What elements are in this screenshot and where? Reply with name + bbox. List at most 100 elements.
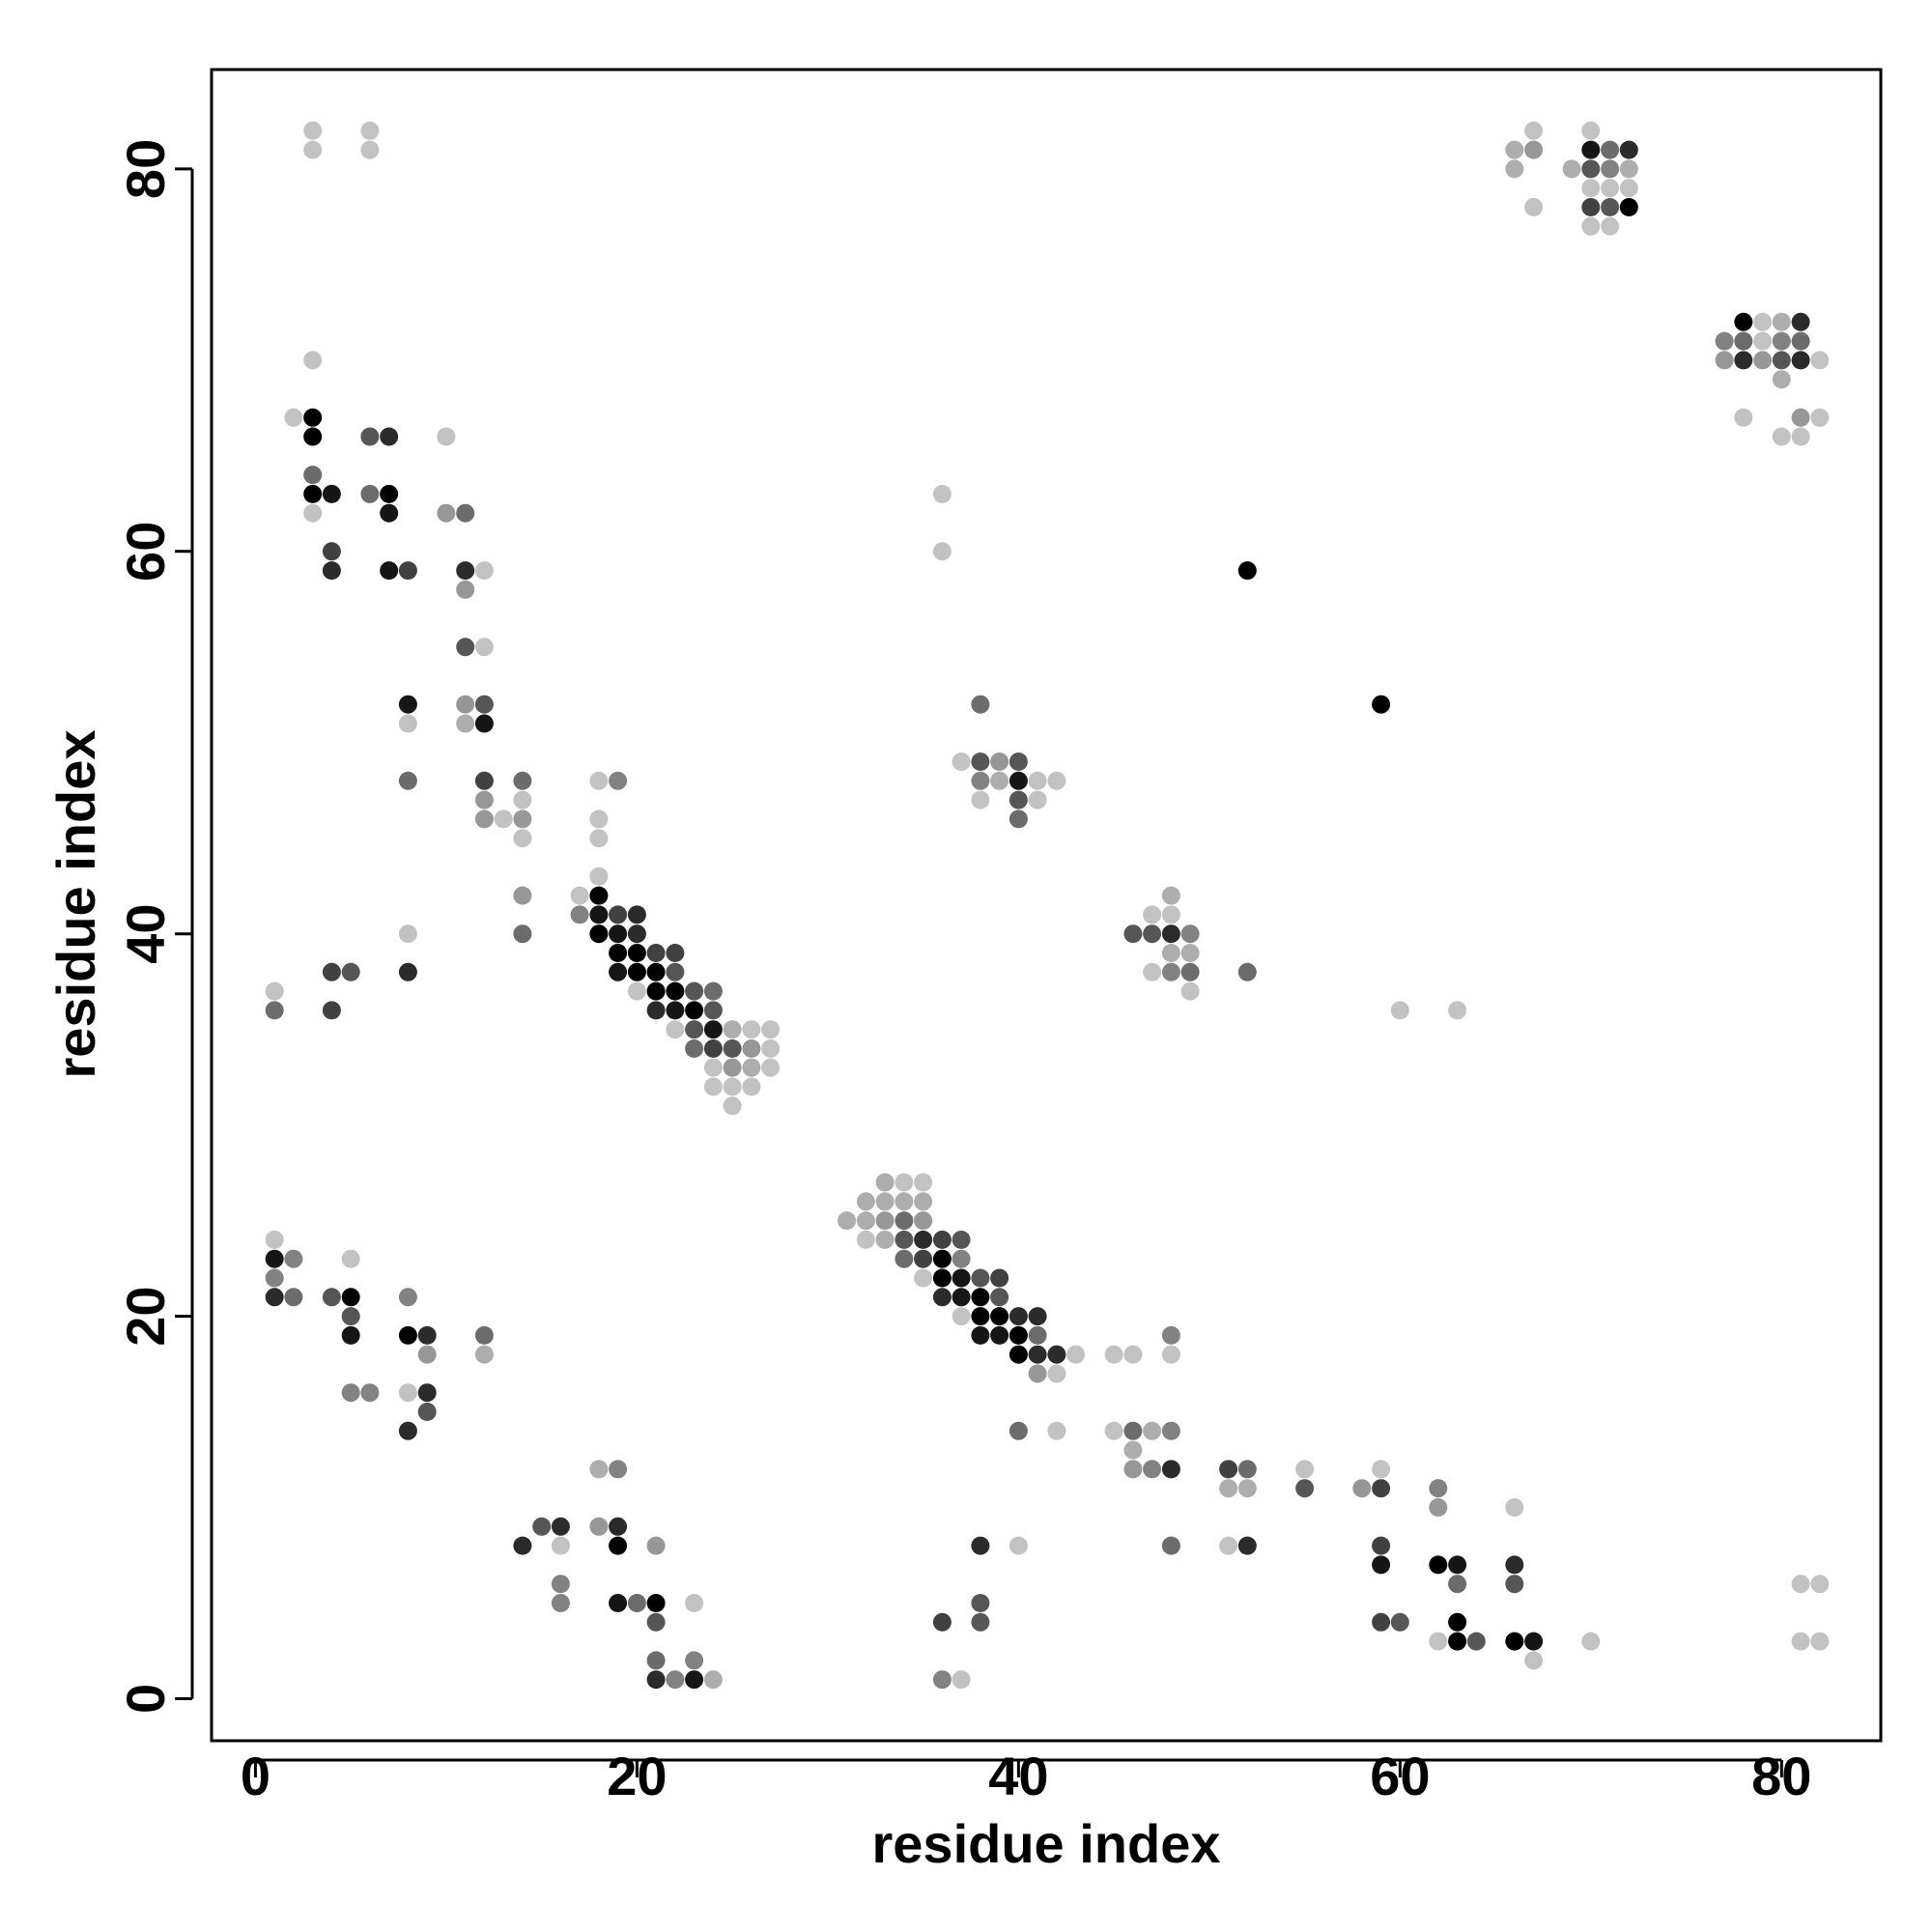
contact-point — [932, 1612, 952, 1632]
contact-point — [971, 695, 990, 714]
contact-point — [703, 1077, 723, 1096]
contact-point — [1601, 216, 1620, 236]
contact-point — [666, 944, 685, 962]
contact-point — [1028, 1325, 1047, 1345]
x-tick-label: 20 — [607, 1746, 667, 1806]
contact-point — [380, 503, 399, 523]
contact-point — [971, 790, 990, 810]
contact-point — [1581, 121, 1601, 140]
contact-point — [1601, 198, 1620, 216]
contact-point — [1219, 1479, 1238, 1498]
contact-point — [932, 484, 952, 503]
contact-point — [1161, 905, 1180, 924]
contact-point — [627, 944, 646, 962]
x-tick-label: 0 — [241, 1746, 270, 1806]
contact-point — [380, 561, 399, 581]
contact-point — [1047, 771, 1066, 790]
contact-point — [1715, 351, 1734, 370]
contact-point — [1581, 216, 1601, 236]
contact-point — [1123, 1421, 1143, 1440]
contact-point — [685, 1039, 704, 1058]
contact-point — [589, 1517, 609, 1536]
contact-point — [265, 1249, 284, 1268]
contact-point — [360, 140, 380, 159]
contact-point — [589, 886, 609, 905]
contact-point — [1180, 924, 1200, 944]
contact-point — [360, 121, 380, 140]
contact-point — [609, 1517, 628, 1536]
contact-point — [360, 427, 380, 446]
contact-point — [932, 1268, 952, 1288]
contact-point — [1448, 1555, 1467, 1575]
contact-point — [1791, 427, 1810, 446]
contact-point — [685, 1001, 704, 1020]
contact-point — [646, 1651, 666, 1670]
contact-point — [761, 1039, 781, 1058]
contact-point — [990, 1307, 1009, 1326]
contact-point — [1390, 1612, 1409, 1632]
y-tick-label: 0 — [115, 1684, 176, 1714]
contact-point — [666, 1001, 685, 1020]
contact-point — [398, 695, 417, 714]
contact-point — [1372, 695, 1391, 714]
contact-point — [1619, 179, 1638, 198]
contact-point — [589, 1460, 609, 1479]
contact-point — [1161, 962, 1180, 981]
contact-point — [1009, 1421, 1028, 1440]
contact-point — [932, 1670, 952, 1690]
contact-point — [1237, 1460, 1257, 1479]
contact-point — [609, 905, 628, 924]
contact-point — [723, 1096, 742, 1116]
contact-point — [932, 1230, 952, 1249]
contact-point — [838, 1211, 857, 1231]
contact-point — [589, 810, 609, 829]
contact-point — [341, 1325, 360, 1345]
contact-point — [1753, 312, 1773, 331]
contact-point — [1791, 408, 1810, 427]
contact-point — [322, 484, 341, 503]
contact-point — [1772, 427, 1791, 446]
contact-point — [1505, 1555, 1524, 1575]
contact-point — [474, 810, 494, 829]
contact-point — [1524, 1632, 1544, 1651]
contact-point — [1143, 905, 1162, 924]
contact-point — [513, 829, 532, 848]
contact-point — [1619, 159, 1638, 179]
contact-point — [1619, 198, 1638, 216]
contact-point — [1601, 179, 1620, 198]
contact-point — [990, 1288, 1009, 1307]
contact-point — [398, 561, 417, 581]
contact-point — [398, 924, 417, 944]
contact-point — [1524, 1651, 1544, 1670]
contact-point — [1734, 351, 1753, 370]
contact-point — [1009, 1325, 1028, 1345]
contact-point — [1390, 1001, 1409, 1020]
contact-point — [1581, 179, 1601, 198]
contact-point — [456, 638, 475, 657]
contact-point — [589, 867, 609, 886]
contact-point — [685, 1651, 704, 1670]
contact-point — [1429, 1555, 1448, 1575]
contact-point — [971, 1325, 990, 1345]
contact-point — [1161, 1536, 1180, 1555]
contact-point — [703, 1039, 723, 1058]
contact-point — [703, 1020, 723, 1039]
contact-point — [723, 1039, 742, 1058]
contact-point — [1466, 1632, 1486, 1651]
contact-point — [1562, 159, 1581, 179]
contact-point — [398, 1421, 417, 1440]
contact-point — [341, 962, 360, 981]
contact-point — [895, 1192, 914, 1211]
y-tick-label: 20 — [115, 1286, 176, 1346]
contact-point — [398, 714, 417, 733]
contact-point — [1581, 1632, 1601, 1651]
contact-point — [1047, 1345, 1066, 1364]
contact-point — [551, 1575, 570, 1594]
contact-point — [322, 1001, 341, 1020]
contact-point — [627, 905, 646, 924]
contact-point — [456, 561, 475, 581]
contact-point — [856, 1192, 875, 1211]
contact-point — [1810, 1575, 1830, 1594]
contact-point — [1009, 1345, 1028, 1364]
